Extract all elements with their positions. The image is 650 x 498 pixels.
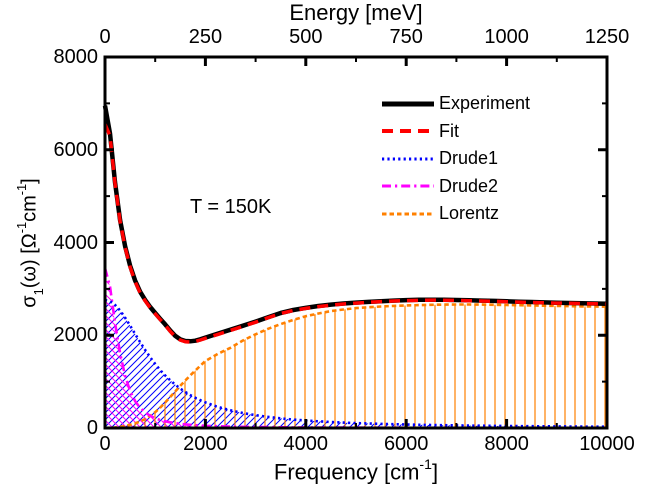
bottom-tick-label: 4000 bbox=[283, 433, 329, 455]
legend-line-drude2-icon bbox=[382, 184, 434, 188]
legend-item-lorentz: Lorentz bbox=[381, 200, 530, 228]
bottom-tick-label: 2000 bbox=[183, 433, 228, 455]
legend-item-experiment: Experiment bbox=[381, 90, 530, 118]
legend-line-lorentz-icon bbox=[382, 212, 434, 216]
legend-item-drude2: Drude2 bbox=[381, 173, 530, 201]
top-tick-label: 1250 bbox=[584, 26, 630, 48]
bottom-tick-label: 6000 bbox=[383, 433, 429, 455]
legend: Experiment Fit Drude1 Drude2 Lorentz bbox=[381, 90, 530, 228]
legend-item-fit: Fit bbox=[381, 118, 530, 146]
sigma-symbol: σ bbox=[18, 295, 41, 308]
top-axis-title: Energy [meV] bbox=[289, 0, 423, 25]
bottom-axis-title: Frequency [cm-1] bbox=[105, 455, 607, 485]
legend-label-drude2: Drude2 bbox=[439, 175, 499, 196]
bottom-tick-label: 0 bbox=[99, 433, 111, 455]
left-tick-label: 0 bbox=[86, 417, 98, 439]
legend-label-experiment: Experiment bbox=[439, 93, 531, 114]
bottom-title-bracket: ] bbox=[431, 459, 439, 485]
bottom-tick-label: 8000 bbox=[484, 433, 529, 455]
bracket-part: ] bbox=[18, 178, 41, 184]
bottom-title-sup: -1 bbox=[419, 455, 432, 472]
legend-line-drude1-icon bbox=[382, 157, 434, 161]
top-tick-label: 0 bbox=[99, 26, 111, 48]
legend-item-drude1: Drude1 bbox=[381, 145, 530, 173]
bottom-tick-label: 10000 bbox=[579, 433, 635, 455]
left-tick-label: 2000 bbox=[53, 324, 99, 347]
legend-label-fit: Fit bbox=[439, 120, 459, 141]
left-tick-label: 6000 bbox=[53, 138, 99, 161]
top-tick-label: 500 bbox=[289, 26, 323, 48]
legend-label-drude1: Drude1 bbox=[439, 148, 499, 169]
top-tick-label: 250 bbox=[188, 26, 223, 48]
left-tick-label: 8000 bbox=[53, 46, 99, 68]
top-tick-label: 1000 bbox=[484, 26, 529, 48]
bottom-title-text: Frequency [cm bbox=[273, 459, 420, 485]
sigma-sub: 1 bbox=[30, 288, 46, 296]
legend-line-experiment-icon bbox=[382, 101, 434, 107]
legend-label-lorentz: Lorentz bbox=[439, 203, 500, 224]
top-tick-label: 750 bbox=[389, 26, 423, 48]
legend-line-fit-icon bbox=[382, 129, 434, 134]
cm-sup: -1 bbox=[14, 183, 30, 196]
temperature-annotation: T = 150K bbox=[190, 196, 272, 218]
cm-part: cm bbox=[18, 195, 41, 222]
left-tick-label: 4000 bbox=[53, 231, 99, 254]
